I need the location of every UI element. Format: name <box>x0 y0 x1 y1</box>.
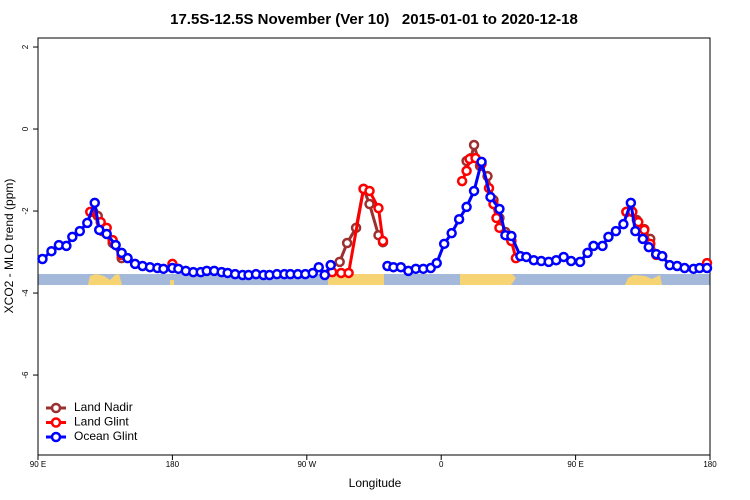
land-patch <box>460 274 516 285</box>
data-point <box>456 175 468 187</box>
x-tick-label: 90 E <box>30 460 46 469</box>
plot-frame <box>37 37 711 456</box>
map-strip <box>38 274 710 285</box>
legend-marker <box>50 417 62 428</box>
data-point <box>110 239 121 251</box>
y-tick-label: 0 <box>21 126 30 131</box>
data-point <box>625 197 637 209</box>
data-point <box>446 227 457 239</box>
y-tick-label: 2 <box>21 44 30 49</box>
data-point <box>476 156 487 168</box>
data-point <box>67 231 78 243</box>
data-point <box>558 251 569 263</box>
x-tick-label: 0 <box>439 460 444 469</box>
x-tick-label: 180 <box>166 460 180 469</box>
data-point <box>89 197 100 209</box>
data-point <box>82 217 93 229</box>
data-point <box>325 259 336 271</box>
data-point <box>610 225 622 237</box>
data-point <box>101 228 112 240</box>
data-point <box>582 247 593 259</box>
data-point <box>630 225 641 237</box>
data-point <box>364 198 375 210</box>
y-tick-label: -4 <box>21 289 30 297</box>
data-point <box>438 238 450 250</box>
legend-marker <box>50 431 62 443</box>
land-patch <box>328 274 384 285</box>
x-tick-label: 90 E <box>567 460 583 469</box>
data-point <box>637 233 649 245</box>
y-tick-label: -6 <box>21 371 30 379</box>
data-point <box>565 255 577 267</box>
legend-label: Land Nadir <box>74 400 133 414</box>
x-tick-label: 180 <box>703 460 717 469</box>
data-point <box>574 256 586 268</box>
data-point <box>377 235 389 247</box>
x-tick-label: 90 W <box>297 460 316 469</box>
y-axis-label: XCO2 - MLO trend (ppm) <box>2 179 16 314</box>
data-point <box>494 203 505 215</box>
data-point <box>468 139 480 151</box>
data-point <box>364 185 375 197</box>
data-point <box>453 213 465 225</box>
legend-label: Ocean Glint <box>74 429 138 443</box>
data-point <box>506 230 517 242</box>
data-point <box>656 250 668 262</box>
data-point <box>37 253 48 265</box>
data-point <box>343 267 354 279</box>
data-point <box>603 231 614 243</box>
legend-marker <box>50 402 62 414</box>
data-point <box>334 256 345 268</box>
data-point <box>618 218 629 230</box>
legend-label: Land Glint <box>74 415 129 429</box>
data-point <box>61 240 72 252</box>
data-point <box>639 224 650 236</box>
data-point <box>46 245 57 257</box>
data-point <box>679 262 690 274</box>
data-point <box>461 201 472 213</box>
data-point <box>341 237 353 249</box>
data-point <box>491 212 502 224</box>
data-point <box>373 202 384 214</box>
data-point <box>313 261 324 273</box>
land-patch <box>625 275 662 285</box>
data-point <box>468 185 480 197</box>
data-point <box>597 240 608 252</box>
data-point <box>74 225 86 237</box>
data-point <box>643 241 655 253</box>
land-patch <box>88 274 122 285</box>
land-patch <box>170 280 174 285</box>
data-point <box>431 257 442 269</box>
data-point <box>319 269 330 281</box>
series-line <box>90 158 707 273</box>
x-axis-label: Longitude <box>349 476 402 490</box>
data-point <box>93 224 105 236</box>
data-point <box>158 263 169 275</box>
chart-title: 17.5S-12.5S November (Ver 10) 2015-01-01… <box>170 11 578 28</box>
data-point <box>701 262 713 274</box>
data-point <box>485 191 496 203</box>
data-point <box>307 267 319 279</box>
data-point <box>461 165 472 177</box>
data-point <box>588 240 599 252</box>
data-point <box>122 252 133 264</box>
y-tick-label: -2 <box>21 207 30 215</box>
